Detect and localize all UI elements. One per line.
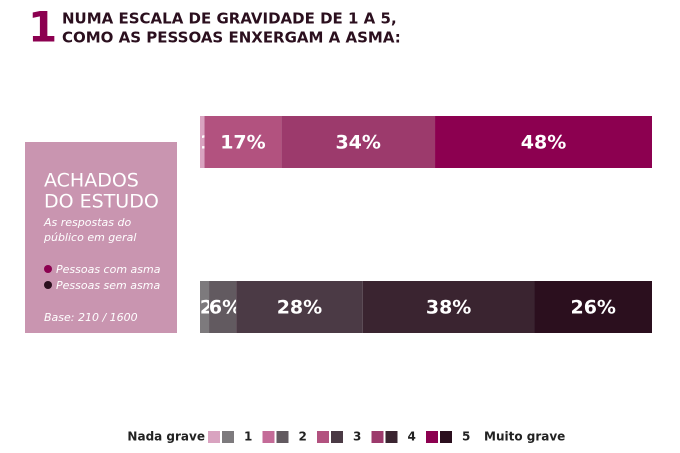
legend-start: Nada grave bbox=[127, 430, 205, 444]
legend-end: Muito grave bbox=[484, 430, 565, 444]
legend-swatch bbox=[371, 431, 384, 443]
bar-segment bbox=[362, 281, 535, 333]
legend-label: 2 bbox=[299, 430, 307, 444]
bar-segment bbox=[209, 281, 237, 333]
title: COMO AS PESSOAS ENXERGAM A ASMA: bbox=[62, 29, 401, 47]
category-label: Pessoas sem asma bbox=[56, 279, 160, 292]
category-dot bbox=[44, 281, 52, 289]
bar-segment bbox=[281, 116, 436, 168]
legend-swatch bbox=[440, 431, 452, 443]
study-box bbox=[25, 142, 177, 333]
legend-swatch bbox=[208, 431, 220, 443]
legend-swatch bbox=[222, 431, 234, 443]
legend-swatch bbox=[276, 431, 289, 443]
legend-swatch bbox=[426, 431, 438, 443]
legend-label: 5 bbox=[462, 430, 470, 444]
bar-segment bbox=[534, 281, 652, 333]
value-label: 38% bbox=[426, 297, 471, 319]
value-label: 34% bbox=[335, 132, 380, 154]
legend-swatch bbox=[262, 431, 275, 443]
value-label: 48% bbox=[521, 132, 566, 154]
legend-swatch bbox=[331, 431, 343, 443]
title: NUMA ESCALA DE GRAVIDADE DE 1 A 5, bbox=[62, 10, 397, 28]
bar-segment bbox=[200, 281, 210, 333]
number: 1 bbox=[28, 3, 57, 52]
legend-label: 3 bbox=[353, 430, 361, 444]
value-label: 6% bbox=[209, 297, 241, 319]
legend-swatch bbox=[385, 431, 398, 443]
value-label: 26% bbox=[570, 297, 615, 319]
value-label: 28% bbox=[277, 297, 322, 319]
category-dot bbox=[44, 265, 52, 273]
box-title: DO ESTUDO bbox=[44, 191, 159, 213]
box-subtitle: As respostas do bbox=[43, 216, 131, 229]
bar-segment bbox=[200, 116, 205, 168]
box-subtitle: público em geral bbox=[43, 231, 136, 244]
legend-swatch bbox=[317, 431, 329, 443]
bar-segment bbox=[435, 116, 652, 168]
bar-segment bbox=[236, 281, 363, 333]
legend-label: 1 bbox=[244, 430, 252, 444]
box-title: ACHADOS bbox=[44, 170, 139, 192]
bar-segment bbox=[204, 116, 282, 168]
legend-label: 4 bbox=[408, 430, 416, 444]
base: Base: 210 / 1600 bbox=[44, 311, 138, 324]
category-label: Pessoas com asma bbox=[56, 263, 161, 276]
value-label: 17% bbox=[220, 132, 265, 154]
